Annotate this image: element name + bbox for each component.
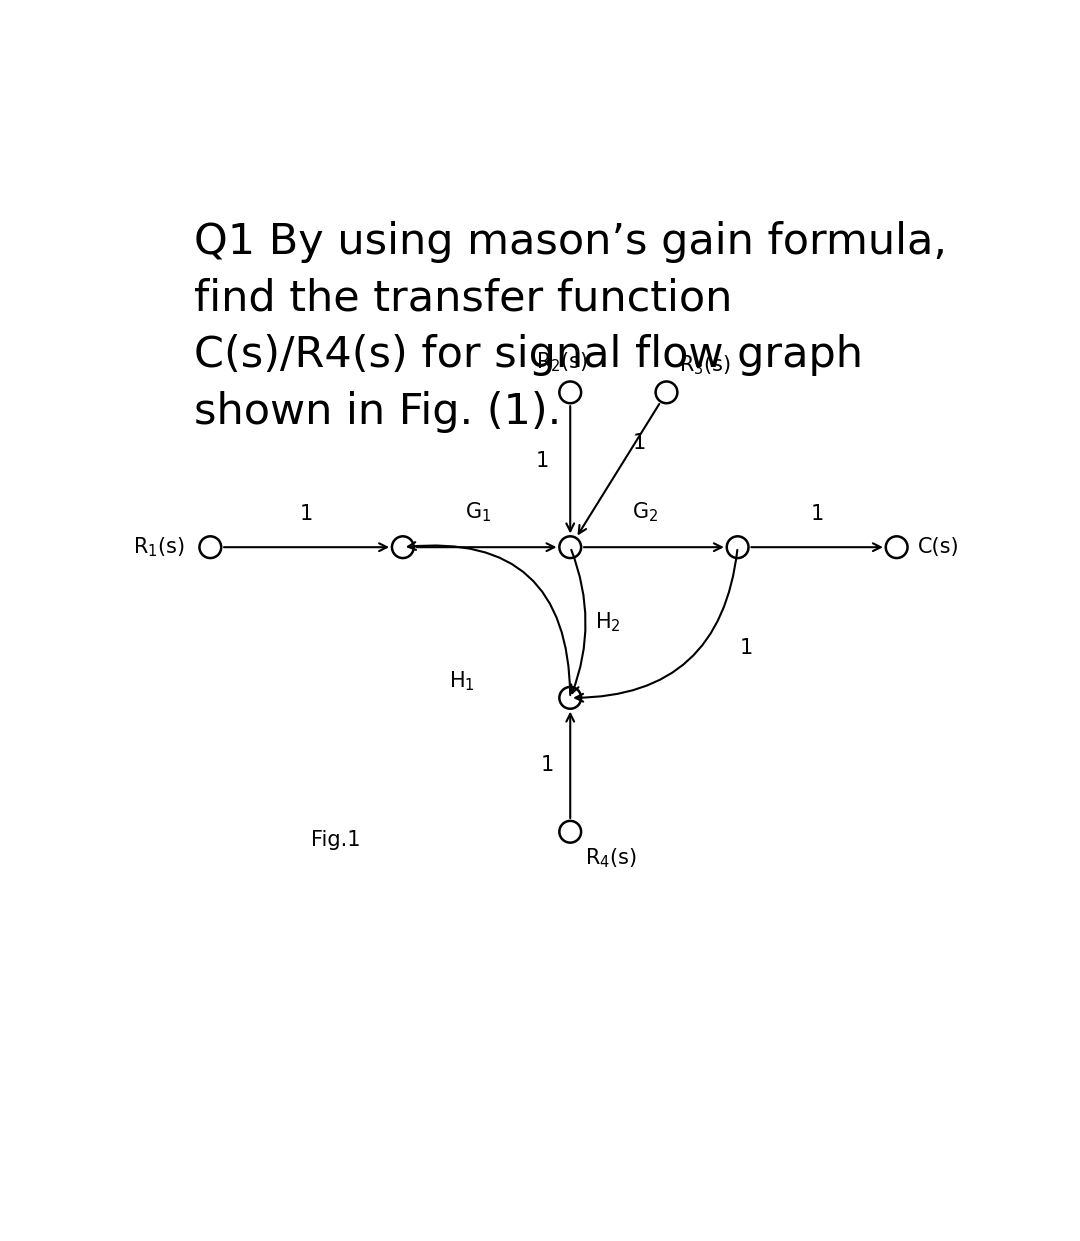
- Text: 1: 1: [633, 433, 646, 453]
- Text: G$_2$: G$_2$: [633, 500, 659, 524]
- Text: 1: 1: [810, 504, 824, 524]
- Text: Q1 By using mason’s gain formula,
find the transfer function
C(s)/R4(s) for sign: Q1 By using mason’s gain formula, find t…: [193, 221, 946, 433]
- Text: G$_1$: G$_1$: [465, 500, 491, 524]
- Text: 1: 1: [740, 638, 753, 658]
- Text: 1: 1: [536, 452, 550, 472]
- Text: 1: 1: [300, 504, 313, 524]
- Text: R$_2$(s): R$_2$(s): [536, 350, 588, 374]
- Text: H$_2$: H$_2$: [595, 611, 621, 634]
- Text: Fig.1: Fig.1: [311, 830, 361, 850]
- Text: 1: 1: [540, 755, 554, 774]
- Text: R$_4$(s): R$_4$(s): [585, 846, 637, 870]
- Text: R$_3$(s): R$_3$(s): [679, 354, 731, 377]
- Text: C(s): C(s): [918, 537, 959, 557]
- Text: H$_1$: H$_1$: [448, 669, 474, 692]
- Text: R$_1$(s): R$_1$(s): [133, 535, 186, 558]
